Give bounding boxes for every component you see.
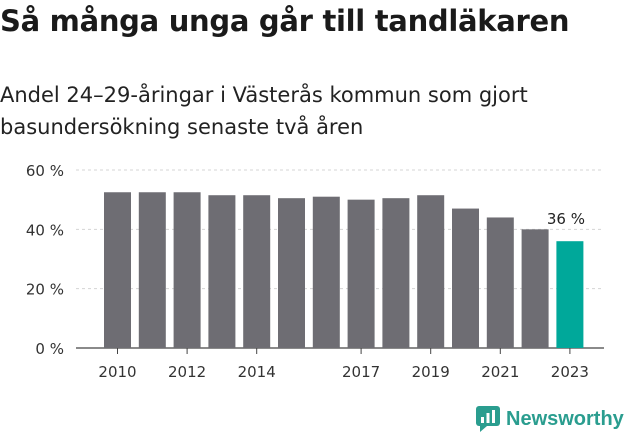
- bar-2013: [208, 195, 236, 348]
- x-tick-label: 2010: [98, 363, 136, 381]
- bar-2018: [382, 198, 410, 348]
- bar-2011: [138, 192, 166, 348]
- newsworthy-logo: Newsworthy: [476, 406, 624, 432]
- y-tick-label: 0 %: [35, 340, 64, 358]
- x-tick-label: 2012: [168, 363, 206, 381]
- bar-2022: [521, 229, 549, 348]
- y-axis-labels: 0 % 20 % 40 % 60 %: [26, 162, 64, 358]
- bar-2015: [278, 198, 305, 348]
- bar-2014: [243, 195, 271, 348]
- x-tick-label: 2023: [551, 363, 589, 381]
- bar-2021: [486, 217, 514, 348]
- data-label-2023: 36 %: [547, 210, 585, 228]
- bar-2012: [173, 192, 201, 348]
- x-tick-label: 2017: [342, 363, 380, 381]
- y-tick-label: 60 %: [26, 162, 64, 180]
- bar-chart: 0 % 20 % 40 % 60 % 2010 2012 2014 2017 2019 2021…: [26, 162, 604, 381]
- bar-2016: [312, 196, 340, 348]
- bar-2020: [452, 208, 479, 348]
- brand-name: Newsworthy: [506, 407, 624, 430]
- x-axis-labels: 2010 2012 2014 2017 2019 2021 2023: [98, 348, 589, 381]
- x-tick-label: 2014: [238, 363, 276, 381]
- bar-2019: [417, 195, 445, 348]
- y-tick-label: 40 %: [26, 221, 64, 239]
- chart-subtitle: Andel 24–29-åringar i Västerås kommun so…: [0, 83, 528, 139]
- annotations: 36 %: [547, 210, 585, 228]
- x-tick-label: 2019: [412, 363, 450, 381]
- newsworthy-icon: [476, 406, 500, 432]
- chart-title: Så många unga går till tandläkaren: [0, 4, 570, 38]
- bar-2010: [104, 192, 131, 348]
- bars: [104, 192, 584, 348]
- x-tick-label: 2021: [481, 363, 519, 381]
- bar-2017: [347, 199, 375, 348]
- y-tick-label: 20 %: [26, 281, 64, 299]
- bar-2023: [556, 241, 584, 348]
